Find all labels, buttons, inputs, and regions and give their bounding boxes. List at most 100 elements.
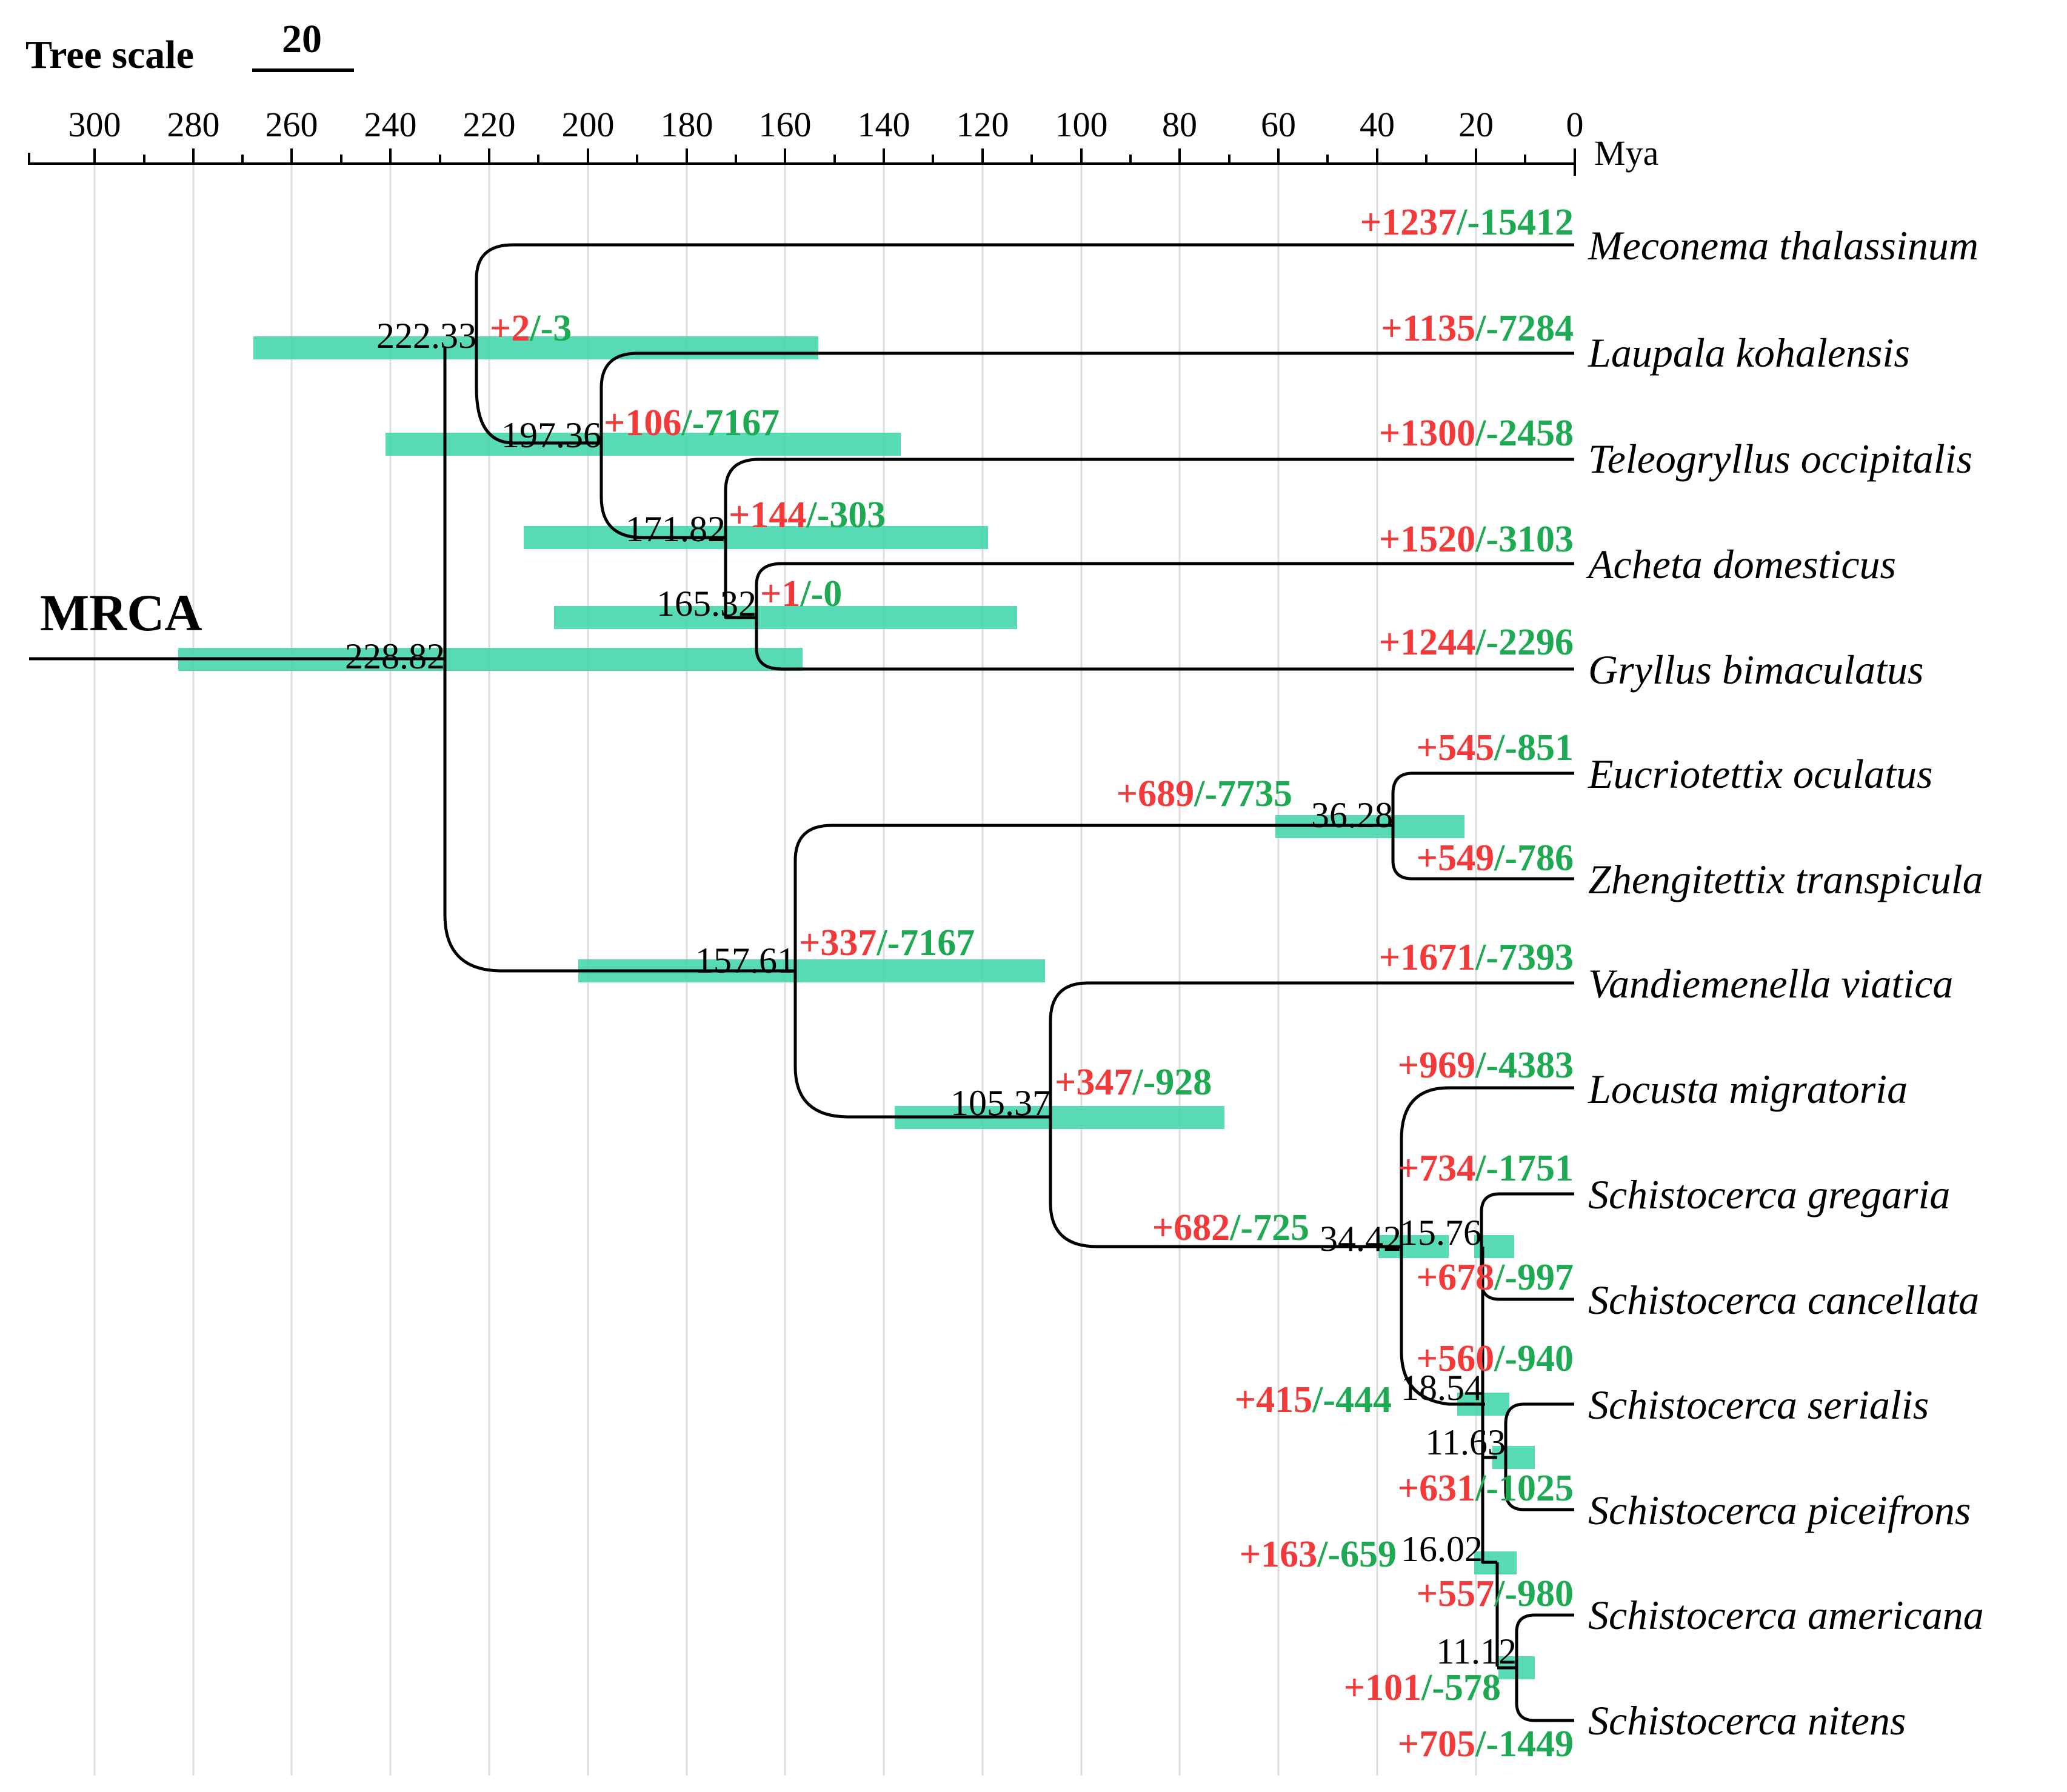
node-age: 18.54	[1401, 1368, 1483, 1408]
taxon-name: Schistocerca gregaria	[1588, 1171, 1950, 1217]
node-age: 228.82	[345, 636, 445, 676]
tip-count: +1244/-2296	[1379, 622, 1574, 663]
axis-tick-label: 40	[1360, 105, 1395, 144]
taxon-name: Vandiemenella viatica	[1588, 961, 1953, 1007]
branch-teleogryllus-clade	[724, 458, 1574, 619]
axis-tick-label: 220	[463, 105, 516, 144]
taxon-name: Schistocerca nitens	[1588, 1697, 1906, 1744]
ci-bar	[253, 336, 818, 359]
node-ages: 228.82 222.33 197.36 171.82 165.32 157.6…	[345, 316, 1517, 1671]
axis-tick-label: 20	[1458, 105, 1494, 144]
axis-tick-label: 260	[265, 105, 318, 144]
axis-tick-label: 80	[1162, 105, 1197, 144]
branch-laupala-clade	[599, 351, 1574, 539]
taxon-name: Meconema thalassinum	[1588, 222, 1979, 268]
node-age: 197.36	[501, 415, 601, 455]
axis-tick-label: 160	[759, 105, 812, 144]
tree-scale-value: 20	[282, 17, 322, 61]
ci-bar	[1492, 1446, 1535, 1469]
axis-tick-label: 200	[562, 105, 615, 144]
axis-tick-label: 140	[858, 105, 910, 144]
tip-count: +545/-851	[1417, 727, 1574, 768]
branches	[29, 243, 1574, 1722]
tree-scale: Tree scale 20	[25, 17, 354, 77]
node-count: +337/-7167	[799, 922, 975, 964]
ci-bar	[524, 526, 988, 549]
taxon-name: Laupala kohalensis	[1588, 330, 1910, 376]
tip-count: +1300/-2458	[1379, 413, 1574, 454]
taxon-name: Teleogryllus occipitalis	[1588, 436, 1972, 482]
node-age: 34.42	[1320, 1219, 1401, 1259]
taxon-name: Locusta migratoria	[1588, 1066, 1908, 1112]
branch-orthoptera-split	[443, 348, 795, 973]
node-age: 165.32	[656, 584, 756, 624]
tip-count: +969/-4383	[1398, 1045, 1574, 1086]
node-age: 105.37	[950, 1083, 1050, 1123]
branch-acrididae-split	[1049, 981, 1574, 1248]
node-age: 15.76	[1400, 1213, 1481, 1253]
tip-count: +705/-1449	[1398, 1724, 1574, 1765]
tip-gene-counts: +1237/-15412 +1135/-7284 +1300/-2458 +15…	[1360, 202, 1574, 1765]
node-count: +106/-7167	[604, 402, 780, 444]
branch-serialis-piceifrons	[1504, 1402, 1574, 1511]
axis-tick-label: 240	[364, 105, 417, 144]
tip-count: +557/-980	[1417, 1573, 1574, 1614]
taxon-name: Eucriotettix oculatus	[1588, 751, 1932, 797]
axis-tick-label: 60	[1261, 105, 1296, 144]
node-count: +1/-0	[760, 573, 842, 615]
root-label: MRCA	[40, 584, 202, 642]
axis-tick-label: 180	[661, 105, 713, 144]
tip-count: +1237/-15412	[1360, 202, 1574, 243]
taxon-name: Gryllus bimaculatus	[1588, 647, 1923, 693]
node-count: +689/-7735	[1117, 773, 1292, 814]
time-axis: 300 280 260 240 220 200 180 160 140 120 …	[28, 105, 1658, 176]
tip-count: +1520/-3103	[1379, 519, 1574, 560]
branch-gryllus-clade	[755, 562, 1574, 671]
ci-bar	[554, 606, 1017, 629]
taxon-name: Schistocerca cancellata	[1588, 1277, 1979, 1323]
axis-tick-label: 280	[167, 105, 220, 144]
node-count: +415/-444	[1235, 1379, 1392, 1421]
taxon-name: Acheta domesticus	[1586, 541, 1896, 587]
axis-tick-label: 100	[1055, 105, 1108, 144]
taxon-name: Schistocerca serialis	[1588, 1382, 1929, 1428]
tip-count: +1671/-7393	[1379, 937, 1574, 978]
branch-americana-nitens	[1495, 1562, 1574, 1722]
node-age: 171.82	[626, 509, 726, 549]
tip-count: +560/-940	[1417, 1338, 1574, 1379]
node-count: +682/-725	[1152, 1207, 1309, 1248]
tree-scale-label: Tree scale	[25, 33, 194, 77]
node-age: 11.63	[1425, 1422, 1506, 1462]
confidence-bars	[178, 336, 1535, 1679]
branch-tetrigidae	[1391, 771, 1574, 881]
node-count: +144/-303	[729, 495, 886, 536]
taxon-name: Zhengitettix transpicula	[1588, 856, 1983, 902]
node-age: 11.12	[1436, 1631, 1517, 1671]
axis-tick-label: 300	[68, 105, 121, 144]
tip-count: +631/-1025	[1398, 1468, 1574, 1509]
axis-unit: Mya	[1594, 133, 1658, 173]
axis-tick-label: 0	[1566, 105, 1584, 144]
node-count: +101/-578	[1344, 1667, 1501, 1708]
axis-tick-label: 120	[957, 105, 1009, 144]
tip-count: +1135/-7284	[1381, 308, 1574, 349]
taxon-name: Schistocerca americana	[1588, 1592, 1984, 1638]
branch-caelifera	[793, 824, 1393, 1119]
branch-locusta-schistocerca	[1400, 1086, 1574, 1406]
taxon-labels: Meconema thalassinum Laupala kohalensis …	[1586, 222, 1984, 1744]
taxon-name: Schistocerca piceifrons	[1588, 1487, 1971, 1533]
node-count: +347/-928	[1055, 1062, 1212, 1103]
node-gene-counts: +2/-3 +106/-7167 +144/-303 +1/-0 +337/-7…	[490, 308, 1501, 1708]
tip-count: +734/-1751	[1398, 1148, 1574, 1189]
node-age: 16.02	[1401, 1529, 1483, 1569]
node-age: 222.33	[376, 316, 476, 356]
node-count: +2/-3	[490, 308, 572, 349]
branch-ensifera	[475, 243, 1574, 445]
tip-count: +678/-997	[1417, 1257, 1574, 1298]
branch-schistocerca-americas	[1474, 1247, 1497, 1564]
node-age: 157.61	[695, 941, 795, 981]
tip-count: +549/-786	[1417, 838, 1574, 879]
node-count: +163/-659	[1240, 1534, 1397, 1575]
ci-bar	[386, 433, 901, 456]
